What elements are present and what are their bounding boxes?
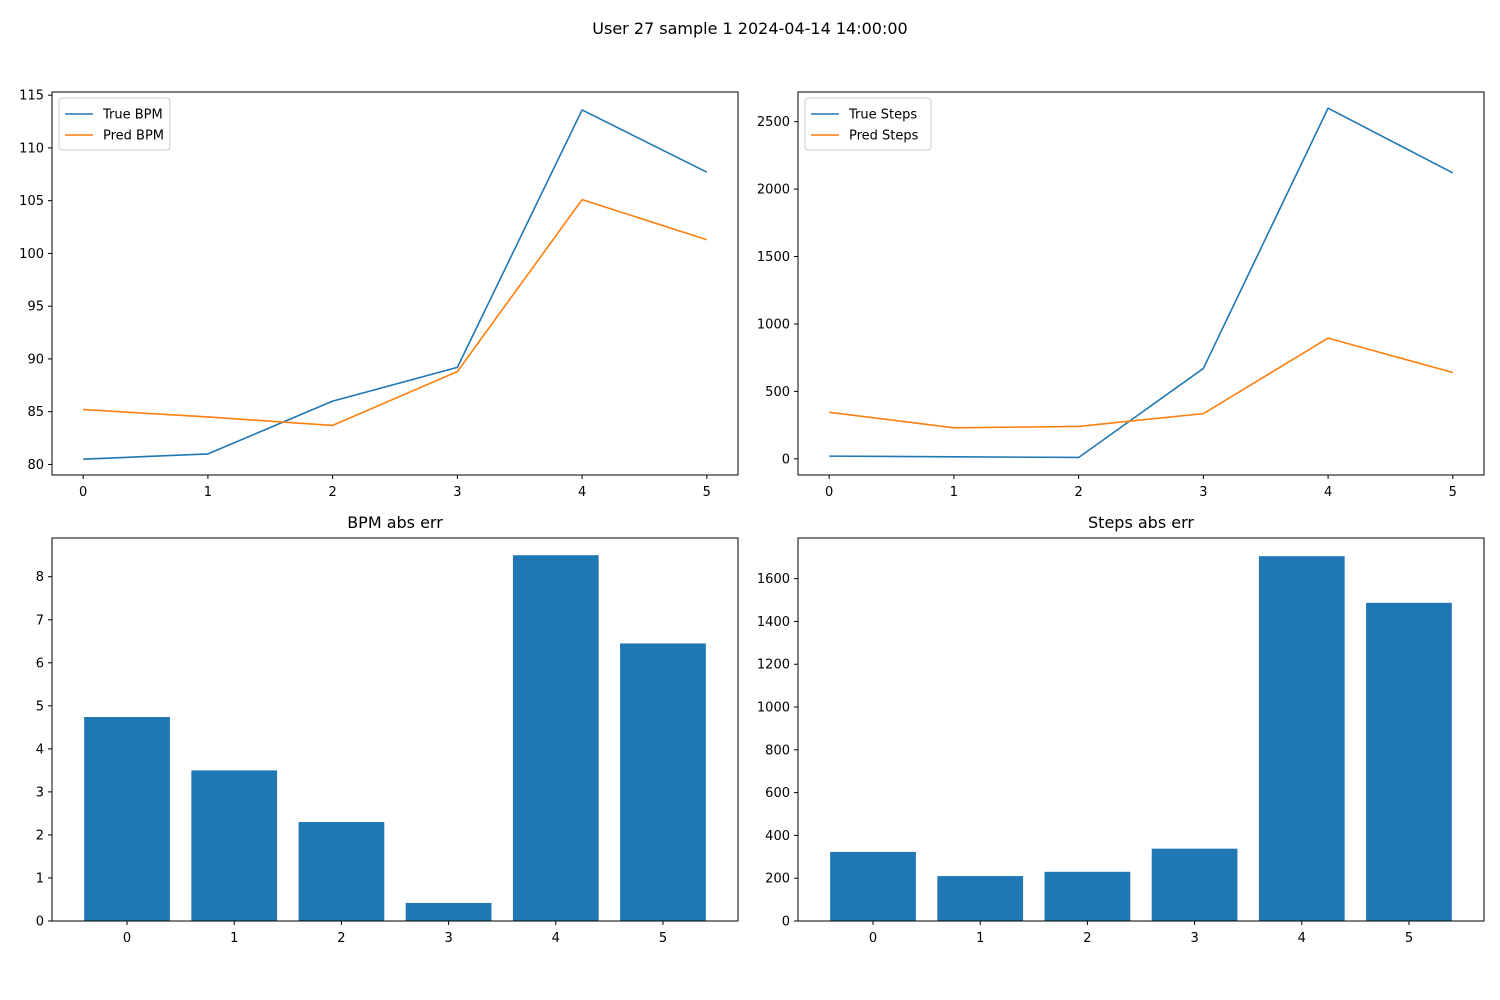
bpm-err-bar-2	[298, 822, 385, 921]
steps-legend-label-0: True Steps	[848, 108, 917, 123]
steps-x-tick-label-3: 3	[1199, 485, 1207, 500]
steps-err-y-tick-label-7: 1400	[757, 615, 790, 630]
steps-err-bar-1	[937, 876, 1024, 921]
bpm-legend-label-0: True BPM	[102, 108, 163, 123]
bpm-y-tick-label-1: 85	[27, 405, 44, 420]
steps-y-tick-label-3: 1500	[757, 250, 790, 265]
steps-err-title: Steps abs err	[1088, 513, 1194, 532]
bpm-legend: True BPM Pred BPM	[58, 97, 171, 151]
bpm-legend-label-1: Pred BPM	[103, 129, 164, 144]
bpm-err-y-tick-label-8: 8	[36, 570, 44, 585]
bpm-y-tick-label-6: 110	[19, 141, 44, 156]
steps-err-x-tick-label-4: 4	[1298, 931, 1306, 946]
steps-err-axes-frame	[797, 537, 1485, 922]
bpm-series-line-1	[83, 198, 708, 427]
bpm-err-x-tick-label-1: 1	[230, 931, 238, 946]
steps-err-x-tick-label-2: 2	[1083, 931, 1091, 946]
bpm-line-chart: 0 1 2 3 4 5 80 85 90 95 100 105 110 115 True BPM Pred B…	[19, 89, 739, 500]
bpm-y-tick-label-3: 95	[27, 300, 44, 315]
bpm-x-tick-label-2: 2	[328, 485, 336, 500]
bpm-err-x-tick-label-3: 3	[444, 931, 452, 946]
steps-err-y-tick-label-0: 0	[782, 915, 790, 930]
bpm-err-axes-frame	[51, 537, 739, 922]
bpm-x-tick-label-4: 4	[578, 485, 586, 500]
steps-y-tick-label-4: 2000	[757, 183, 790, 198]
steps-err-y-tick-label-2: 400	[765, 829, 790, 844]
bpm-x-tick-label-3: 3	[453, 485, 461, 500]
steps-err-y-tick-label-6: 1200	[757, 658, 790, 673]
steps-x-tick-label-4: 4	[1324, 485, 1332, 500]
steps-y-tick-label-5: 2500	[757, 115, 790, 130]
bpm-err-x-tick-label-4: 4	[552, 931, 560, 946]
steps-err-x-tick-label-5: 5	[1405, 931, 1413, 946]
bpm-x-tick-label-5: 5	[703, 485, 711, 500]
bpm-y-tick-label-0: 80	[27, 458, 44, 473]
steps-series-line-0	[829, 107, 1454, 459]
steps-err-bar-0	[830, 851, 916, 921]
bpm-err-bar-1	[191, 770, 278, 921]
bpm-err-x-tick-label-2: 2	[337, 931, 345, 946]
steps-line-chart: 0 1 2 3 4 5 0 500 1000 1500 2000 2500 True Steps Pred…	[757, 91, 1485, 500]
steps-abs-err-bar-chart: Steps abs err 0 1 2 3 4 5 0 200 400 600 800 1000 1200…	[757, 513, 1485, 946]
bpm-err-y-tick-label-4: 4	[36, 742, 44, 757]
steps-err-y-tick-label-5: 1000	[757, 701, 790, 716]
steps-y-tick-label-2: 1000	[757, 317, 790, 332]
steps-legend-label-1: Pred Steps	[849, 129, 919, 144]
bpm-y-tick-label-7: 115	[19, 89, 44, 104]
bpm-y-tick-label-5: 105	[19, 194, 44, 209]
bpm-axes-frame	[51, 91, 739, 476]
bpm-err-x-tick-label-0: 0	[123, 931, 131, 946]
bpm-err-y-tick-label-0: 0	[36, 915, 44, 930]
bpm-err-bar-0	[84, 717, 170, 921]
bpm-legend-box	[58, 97, 171, 151]
steps-err-bar-2	[1044, 871, 1131, 921]
bpm-err-y-tick-label-7: 7	[36, 613, 44, 628]
steps-err-bar-4	[1258, 556, 1345, 921]
steps-err-x-tick-label-0: 0	[869, 931, 877, 946]
steps-x-tick-label-1: 1	[950, 485, 958, 500]
bpm-err-title: BPM abs err	[347, 513, 443, 532]
bpm-x-tick-label-1: 1	[204, 485, 212, 500]
bpm-err-bar-4	[512, 555, 599, 921]
bpm-y-tick-label-2: 90	[27, 352, 44, 367]
bpm-err-bar-5	[620, 643, 706, 921]
steps-x-tick-label-5: 5	[1449, 485, 1457, 500]
steps-axes-frame	[797, 91, 1485, 476]
steps-err-bar-3	[1151, 848, 1238, 921]
steps-err-x-tick-label-1: 1	[976, 931, 984, 946]
steps-err-bar-5	[1366, 602, 1452, 921]
bpm-x-tick-label-0: 0	[79, 485, 87, 500]
steps-err-x-tick-label-3: 3	[1190, 931, 1198, 946]
bpm-series-line-0	[83, 109, 708, 460]
bpm-err-y-tick-label-5: 5	[36, 699, 44, 714]
steps-series-line-1	[829, 337, 1454, 429]
steps-legend-box	[804, 97, 932, 151]
bpm-err-y-tick-label-2: 2	[36, 828, 44, 843]
steps-err-y-tick-label-3: 600	[765, 786, 790, 801]
steps-err-y-tick-label-8: 1600	[757, 572, 790, 587]
steps-y-tick-label-0: 0	[782, 452, 790, 467]
steps-legend: True Steps Pred Steps	[804, 97, 932, 151]
bpm-err-x-tick-label-5: 5	[659, 931, 667, 946]
figure-suptitle: User 27 sample 1 2024-04-14 14:00:00	[592, 19, 907, 38]
steps-x-tick-label-0: 0	[825, 485, 833, 500]
steps-err-y-tick-label-4: 800	[765, 743, 790, 758]
bpm-abs-err-bar-chart: BPM abs err 0 1 2 3 4 5 0 1 2 3 4 5 6 7 8	[36, 513, 739, 946]
bpm-err-y-tick-label-3: 3	[36, 785, 44, 800]
steps-y-tick-label-1: 500	[765, 385, 790, 400]
bpm-err-y-tick-label-6: 6	[36, 656, 44, 671]
bpm-err-bar-3	[405, 902, 492, 921]
bpm-err-y-tick-label-1: 1	[36, 871, 44, 886]
steps-err-y-tick-label-1: 200	[765, 872, 790, 887]
steps-x-tick-label-2: 2	[1074, 485, 1082, 500]
bpm-y-tick-label-4: 100	[19, 247, 44, 262]
